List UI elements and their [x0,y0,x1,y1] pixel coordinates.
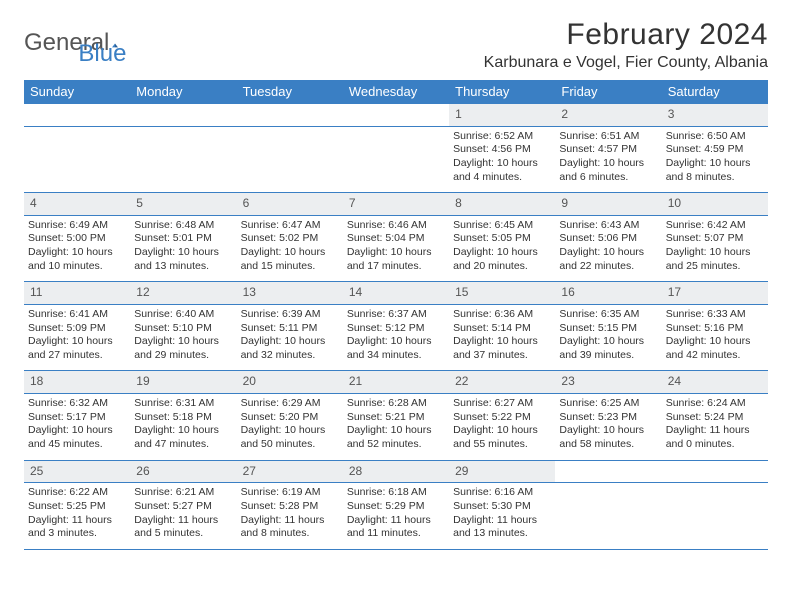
daynum-row: 18192021222324 [24,371,768,394]
day-info-cell: Sunrise: 6:40 AMSunset: 5:10 PMDaylight:… [130,304,236,371]
day-number-cell: 15 [449,282,555,305]
day-info-cell: Sunrise: 6:18 AMSunset: 5:29 PMDaylight:… [343,483,449,550]
info-row: Sunrise: 6:22 AMSunset: 5:25 PMDaylight:… [24,483,768,550]
day-info-cell: Sunrise: 6:52 AMSunset: 4:56 PMDaylight:… [449,126,555,193]
weekday-header: Sunday [24,80,130,104]
day-number-cell: 16 [555,282,661,305]
day-number-cell: 26 [130,460,236,483]
day-number-cell: 3 [662,104,768,127]
daynum-row: 2526272829 [24,460,768,483]
day-info-cell: Sunrise: 6:50 AMSunset: 4:59 PMDaylight:… [662,126,768,193]
day-info-cell: Sunrise: 6:19 AMSunset: 5:28 PMDaylight:… [237,483,343,550]
day-number-cell: 5 [130,193,236,216]
day-number-cell: 1 [449,104,555,127]
location: Karbunara e Vogel, Fier County, Albania [484,54,768,72]
weekday-header: Saturday [662,80,768,104]
weekday-header: Monday [130,80,236,104]
day-info-cell: Sunrise: 6:31 AMSunset: 5:18 PMDaylight:… [130,394,236,461]
day-number-cell: 24 [662,371,768,394]
day-info-cell: Sunrise: 6:39 AMSunset: 5:11 PMDaylight:… [237,304,343,371]
day-number-cell [237,104,343,127]
day-info-cell: Sunrise: 6:29 AMSunset: 5:20 PMDaylight:… [237,394,343,461]
day-number-cell: 4 [24,193,130,216]
day-number-cell: 27 [237,460,343,483]
day-number-cell [555,460,661,483]
day-number-cell: 8 [449,193,555,216]
day-info-cell [130,126,236,193]
logo-text-blue: Blue [78,40,126,68]
daynum-row: 45678910 [24,193,768,216]
day-info-cell: Sunrise: 6:48 AMSunset: 5:01 PMDaylight:… [130,215,236,282]
day-number-cell: 18 [24,371,130,394]
daynum-row: 123 [24,104,768,127]
day-number-cell [343,104,449,127]
day-info-cell: Sunrise: 6:32 AMSunset: 5:17 PMDaylight:… [24,394,130,461]
info-row: Sunrise: 6:32 AMSunset: 5:17 PMDaylight:… [24,394,768,461]
day-number-cell: 7 [343,193,449,216]
day-info-cell [555,483,661,550]
day-info-cell: Sunrise: 6:22 AMSunset: 5:25 PMDaylight:… [24,483,130,550]
day-info-cell: Sunrise: 6:27 AMSunset: 5:22 PMDaylight:… [449,394,555,461]
day-info-cell: Sunrise: 6:43 AMSunset: 5:06 PMDaylight:… [555,215,661,282]
info-row: Sunrise: 6:52 AMSunset: 4:56 PMDaylight:… [24,126,768,193]
weekday-header: Friday [555,80,661,104]
day-info-cell [662,483,768,550]
day-info-cell: Sunrise: 6:51 AMSunset: 4:57 PMDaylight:… [555,126,661,193]
day-number-cell: 29 [449,460,555,483]
day-info-cell: Sunrise: 6:41 AMSunset: 5:09 PMDaylight:… [24,304,130,371]
day-info-cell: Sunrise: 6:28 AMSunset: 5:21 PMDaylight:… [343,394,449,461]
day-number-cell: 9 [555,193,661,216]
day-info-cell: Sunrise: 6:36 AMSunset: 5:14 PMDaylight:… [449,304,555,371]
day-number-cell: 17 [662,282,768,305]
day-number-cell: 10 [662,193,768,216]
day-number-cell: 19 [130,371,236,394]
day-info-cell: Sunrise: 6:49 AMSunset: 5:00 PMDaylight:… [24,215,130,282]
day-number-cell [24,104,130,127]
day-info-cell: Sunrise: 6:47 AMSunset: 5:02 PMDaylight:… [237,215,343,282]
weekday-header: Thursday [449,80,555,104]
day-number-cell: 20 [237,371,343,394]
day-number-cell [130,104,236,127]
daynum-row: 11121314151617 [24,282,768,305]
calendar-table: SundayMondayTuesdayWednesdayThursdayFrid… [24,80,768,550]
month-title: February 2024 [484,18,768,52]
day-info-cell: Sunrise: 6:16 AMSunset: 5:30 PMDaylight:… [449,483,555,550]
day-info-cell: Sunrise: 6:45 AMSunset: 5:05 PMDaylight:… [449,215,555,282]
weekday-header-row: SundayMondayTuesdayWednesdayThursdayFrid… [24,80,768,104]
day-info-cell: Sunrise: 6:42 AMSunset: 5:07 PMDaylight:… [662,215,768,282]
weekday-header: Tuesday [237,80,343,104]
day-number-cell: 14 [343,282,449,305]
calendar-body: 123Sunrise: 6:52 AMSunset: 4:56 PMDaylig… [24,104,768,550]
day-number-cell: 13 [237,282,343,305]
header: General Blue February 2024 Karbunara e V… [24,18,768,72]
day-number-cell [662,460,768,483]
day-info-cell [24,126,130,193]
day-info-cell: Sunrise: 6:35 AMSunset: 5:15 PMDaylight:… [555,304,661,371]
day-number-cell: 2 [555,104,661,127]
info-row: Sunrise: 6:41 AMSunset: 5:09 PMDaylight:… [24,304,768,371]
day-number-cell: 6 [237,193,343,216]
day-info-cell [237,126,343,193]
day-number-cell: 21 [343,371,449,394]
day-info-cell [343,126,449,193]
day-number-cell: 23 [555,371,661,394]
day-number-cell: 22 [449,371,555,394]
weekday-header: Wednesday [343,80,449,104]
day-number-cell: 25 [24,460,130,483]
logo: General Blue [24,18,126,68]
day-info-cell: Sunrise: 6:46 AMSunset: 5:04 PMDaylight:… [343,215,449,282]
day-info-cell: Sunrise: 6:33 AMSunset: 5:16 PMDaylight:… [662,304,768,371]
day-info-cell: Sunrise: 6:21 AMSunset: 5:27 PMDaylight:… [130,483,236,550]
day-number-cell: 12 [130,282,236,305]
title-block: February 2024 Karbunara e Vogel, Fier Co… [484,18,768,72]
day-number-cell: 11 [24,282,130,305]
info-row: Sunrise: 6:49 AMSunset: 5:00 PMDaylight:… [24,215,768,282]
day-info-cell: Sunrise: 6:37 AMSunset: 5:12 PMDaylight:… [343,304,449,371]
day-info-cell: Sunrise: 6:24 AMSunset: 5:24 PMDaylight:… [662,394,768,461]
day-number-cell: 28 [343,460,449,483]
day-info-cell: Sunrise: 6:25 AMSunset: 5:23 PMDaylight:… [555,394,661,461]
